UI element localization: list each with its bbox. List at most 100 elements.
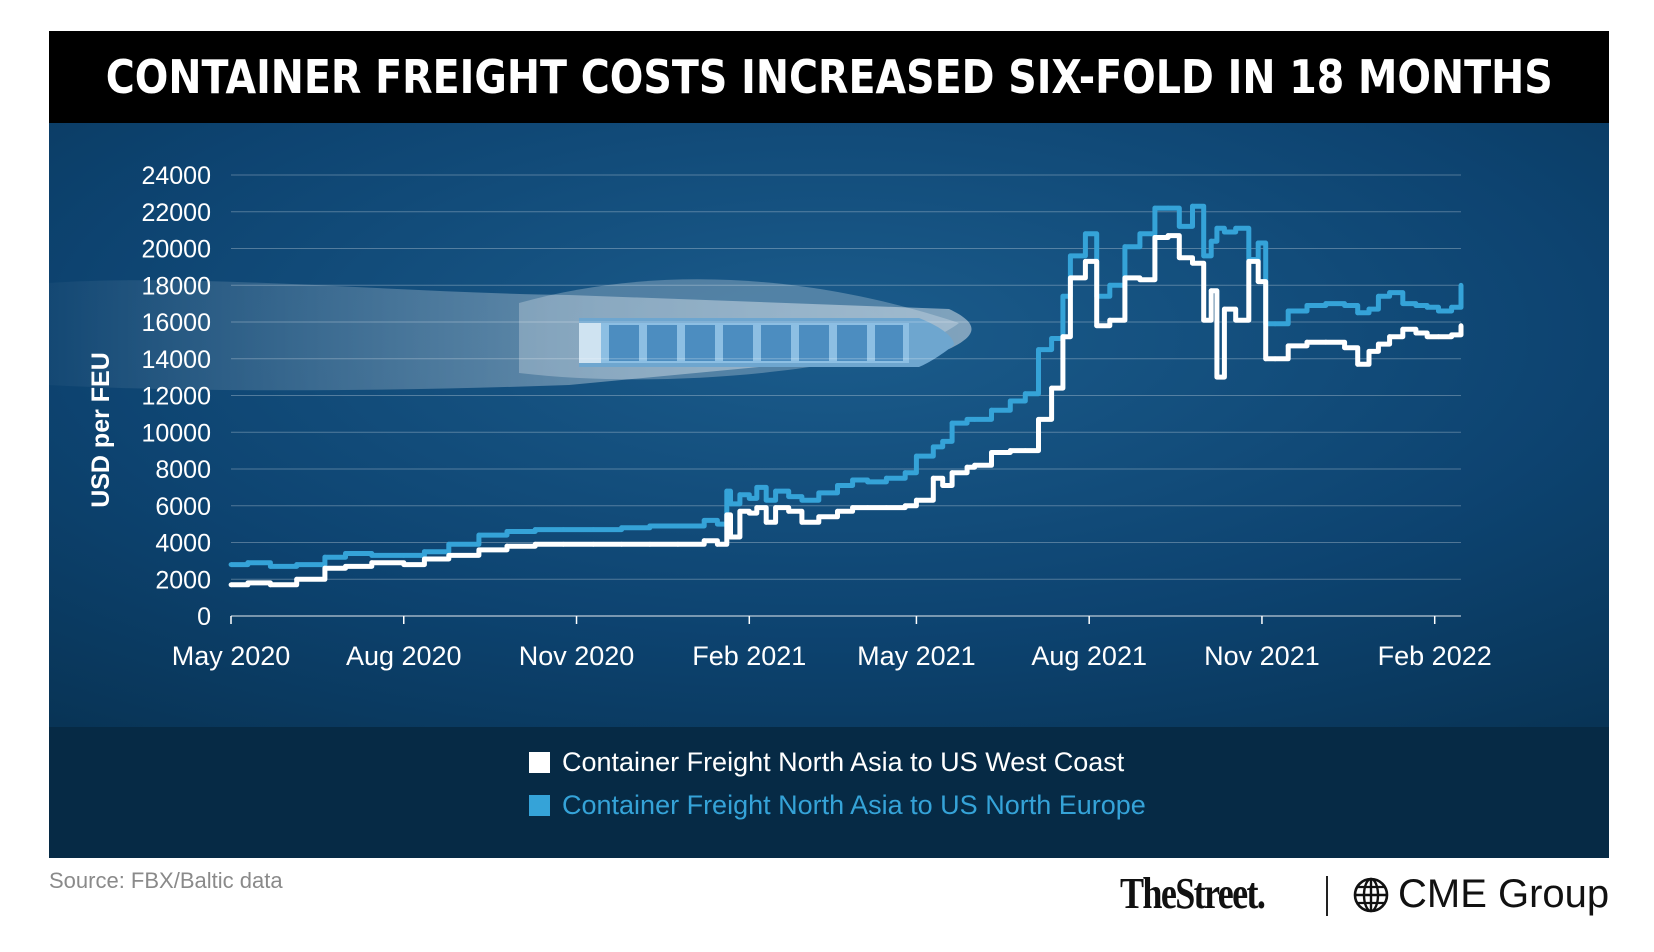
axes: 0 2000 4000 6000 8000 10000 12000 14000 16000 180… (141, 162, 1491, 671)
data-point (532, 541, 538, 547)
data-point (940, 439, 946, 444)
y-tick-label: 14000 (141, 346, 211, 374)
y-tick-label: 18000 (141, 272, 211, 300)
data-point (369, 553, 375, 558)
data-point (1137, 277, 1143, 283)
data-point (268, 564, 273, 569)
data-point (1094, 323, 1100, 329)
data-point (964, 417, 970, 422)
data-point (964, 464, 970, 470)
data-point (1272, 321, 1278, 327)
data-point (949, 420, 955, 426)
x-tick-label: Aug 2020 (346, 641, 462, 671)
data-point (715, 521, 720, 527)
x-tick-label: Feb 2022 (1378, 641, 1492, 671)
data-point (1255, 240, 1261, 246)
x-tick-label: Nov 2020 (519, 641, 635, 671)
x-tick-label: Nov 2021 (1204, 641, 1320, 671)
data-point (1222, 229, 1227, 235)
data-point (294, 562, 300, 567)
data-point (701, 538, 707, 544)
data-point (446, 541, 452, 547)
data-point (1449, 332, 1454, 338)
data-point (1458, 282, 1464, 288)
data-point (728, 501, 733, 507)
data-point (1304, 339, 1310, 345)
y-tick-label: 10000 (141, 419, 211, 447)
data-point (1214, 374, 1220, 380)
data-point (1400, 326, 1406, 332)
data-point (504, 529, 510, 534)
data-point (835, 508, 840, 514)
data-point (561, 541, 566, 547)
data-point (245, 560, 251, 566)
data-point (773, 505, 778, 510)
data-point (1022, 391, 1028, 397)
data-point (1068, 253, 1073, 259)
data-point (675, 523, 681, 529)
data-point (1233, 225, 1239, 231)
data-point (228, 582, 234, 588)
data-point (561, 527, 566, 532)
data-point (1201, 317, 1207, 323)
legend-item-north-europe: Container Freight North Asia to US North… (529, 790, 1146, 821)
data-point (1342, 345, 1347, 351)
data-point (1285, 343, 1291, 349)
y-tick-label: 22000 (141, 199, 211, 227)
data-point (1007, 448, 1013, 453)
data-point (930, 444, 936, 450)
logo-divider (1326, 876, 1328, 916)
data-point (1222, 306, 1227, 312)
data-point (1036, 347, 1041, 352)
data-point (754, 505, 760, 510)
data-point (619, 541, 624, 547)
cme-logo-text: CME Group (1398, 872, 1610, 916)
data-point (773, 488, 778, 494)
data-point (1304, 303, 1310, 308)
data-point (647, 523, 653, 529)
legend: Container Freight North Asia to US West … (49, 727, 1609, 858)
data-point (884, 505, 889, 510)
legend-swatch-white (529, 752, 550, 773)
data-point (1122, 244, 1128, 250)
data-point (949, 470, 955, 476)
data-point (799, 519, 805, 525)
data-point (1152, 205, 1158, 211)
data-point (972, 417, 977, 422)
data-point (268, 582, 273, 588)
data-point (1366, 349, 1372, 354)
data-point (1458, 323, 1464, 329)
data-point (401, 553, 407, 558)
data-point (532, 527, 538, 532)
data-point (1387, 290, 1392, 295)
data-point (1413, 330, 1419, 336)
data-point (1007, 398, 1013, 404)
data-point (1049, 336, 1054, 341)
data-point (1068, 275, 1073, 281)
data-point (850, 505, 855, 510)
data-point (322, 565, 328, 571)
data-point (1246, 259, 1252, 264)
data-point (1400, 301, 1406, 306)
data-point (930, 475, 936, 481)
data-point (1176, 255, 1182, 261)
data-point (1323, 339, 1329, 345)
data-point (989, 407, 994, 413)
data-point (972, 462, 977, 468)
data-point (343, 551, 348, 556)
data-point (1323, 301, 1329, 306)
globe-icon (1353, 877, 1389, 912)
data-point (1107, 282, 1113, 288)
data-point (816, 514, 822, 520)
data-point (835, 483, 840, 488)
data-point (619, 525, 624, 531)
data-point (591, 527, 596, 532)
series-lines (228, 203, 1464, 588)
data-point (816, 490, 822, 496)
data-point (1036, 417, 1041, 422)
data-point (914, 497, 919, 503)
data-point (1413, 303, 1419, 308)
series-west-coast (228, 233, 1464, 588)
y-tick-label: 6000 (155, 493, 211, 521)
data-point (1107, 317, 1113, 323)
